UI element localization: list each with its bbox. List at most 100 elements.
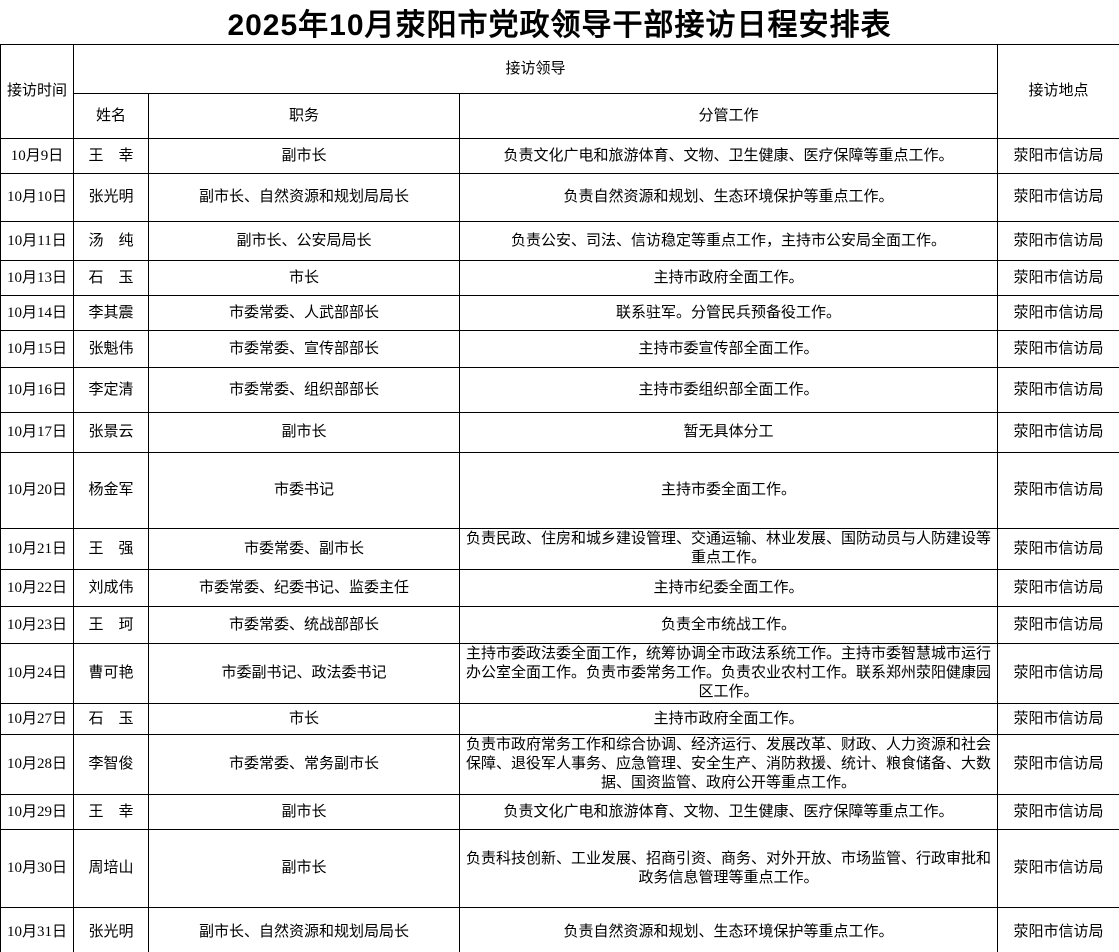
cell-date: 10月24日 <box>0 643 74 704</box>
cell-duties: 主持市委全面工作。 <box>459 452 998 529</box>
cell-location: 荥阳市信访局 <box>997 794 1119 830</box>
cell-location: 荥阳市信访局 <box>997 367 1119 413</box>
cell-duties: 主持市政府全面工作。 <box>459 703 998 735</box>
cell-position: 市委书记 <box>148 452 460 529</box>
table-row: 10月23日王 珂市委常委、统战部部长 负责全市统战工作。 荥阳市信访局 <box>0 606 1119 644</box>
cell-duties: 主持市政府全面工作。 <box>459 260 998 296</box>
table-row: 10月28日 李智俊 市委常委、常务副市长 负责市政府常务工作和综合协调、经济运行、发… <box>0 734 1119 795</box>
cell-location: 荥阳市信访局 <box>997 528 1119 570</box>
cell-date: 10月13日 <box>0 260 74 296</box>
cell-position: 副市长 <box>148 138 460 174</box>
cell-duties: 负责自然资源和规划、生态环境保护等重点工作。 <box>459 173 998 222</box>
header-duties: 分管工作 <box>459 93 998 139</box>
cell-name: 李智俊 <box>73 734 149 795</box>
cell-duties: 联系驻军。分管民兵预备役工作。 <box>459 295 998 331</box>
table-row: 10月16日 李定清 市委常委、组织部部长 主持市委组织部全面工作。 荥阳市信访局 <box>0 367 1119 413</box>
cell-duties: 负责科技创新、工业发展、招商引资、商务、对外开放、市场监管、行政审批和政务信息管… <box>459 829 998 908</box>
cell-position: 市委常委、人武部部长 <box>148 295 460 331</box>
page-title: 2025年10月荥阳市党政领导干部接访日程安排表 <box>227 9 892 42</box>
cell-location: 荥阳市信访局 <box>997 569 1119 607</box>
cell-duties: 主持市纪委全面工作。 <box>459 569 998 607</box>
cell-position: 副市长 <box>148 794 460 830</box>
cell-date: 10月29日 <box>0 794 74 830</box>
header-row-top: 接访时间 接访领导 接访地点 <box>0 44 1119 139</box>
table-header: 接访时间 接访领导 接访地点 姓名 职务 分管工作 <box>0 44 1119 139</box>
cell-duties: 负责文化广电和旅游体育、文物、卫生健康、医疗保障等重点工作。 <box>459 138 998 174</box>
cell-location: 荥阳市信访局 <box>997 260 1119 296</box>
cell-location: 荥阳市信访局 <box>997 452 1119 529</box>
cell-duties: 负责民政、住房和城乡建设管理、交通运输、林业发展、国防动员与人防建设等重点工作。 <box>459 528 998 570</box>
cell-position: 副市长、自然资源和规划局局长 <box>148 907 460 952</box>
cell-location: 荥阳市信访局 <box>997 829 1119 908</box>
cell-date: 10月17日 <box>0 412 74 453</box>
cell-position: 市长 <box>148 703 460 735</box>
cell-location: 荥阳市信访局 <box>997 606 1119 644</box>
table-row: 10月30日 周培山 副市长 负责科技创新、工业发展、招商引资、商务、对外开放、市场监… <box>0 829 1119 908</box>
cell-name: 张光明 <box>73 173 149 222</box>
cell-duties: 主持市委宣传部全面工作。 <box>459 330 998 368</box>
cell-position: 市委常委、统战部部长 <box>148 606 460 644</box>
cell-date: 10月21日 <box>0 528 74 570</box>
cell-name: 石 玉 <box>73 703 149 735</box>
cell-position: 市委常委、宣传部部长 <box>148 330 460 368</box>
cell-name: 曹可艳 <box>73 643 149 704</box>
cell-location: 荥阳市信访局 <box>997 643 1119 704</box>
cell-position: 副市长、自然资源和规划局局长 <box>148 173 460 222</box>
table-row: 10月29日王 幸副市长 负责文化广电和旅游体育、文物、卫生健康、医疗保障等重点工… <box>0 794 1119 830</box>
cell-location: 荥阳市信访局 <box>997 907 1119 952</box>
cell-position: 市委常委、常务副市长 <box>148 734 460 795</box>
cell-location: 荥阳市信访局 <box>997 703 1119 735</box>
table-row: 10月31日 张光明 副市长、自然资源和规划局局长 负责自然资源和规划、生态环境保护等… <box>0 907 1119 952</box>
cell-location: 荥阳市信访局 <box>997 330 1119 368</box>
cell-position: 市委副书记、政法委书记 <box>148 643 460 704</box>
header-row-sub: 姓名 职务 分管工作 <box>1 93 1119 139</box>
cell-name: 李其震 <box>73 295 149 331</box>
cell-position: 副市长 <box>148 412 460 453</box>
table-row: 10月9日王 幸副市长 负责文化广电和旅游体育、文物、卫生健康、医疗保障等重点工作… <box>0 138 1119 174</box>
header-name: 姓名 <box>73 93 149 139</box>
schedule-table-body: 10月9日王 幸副市长 负责文化广电和旅游体育、文物、卫生健康、医疗保障等重点工作… <box>0 138 1119 952</box>
cell-date: 10月22日 <box>0 569 74 607</box>
header-position: 职务 <box>148 93 460 139</box>
cell-date: 10月30日 <box>0 829 74 908</box>
cell-position: 副市长、公安局局长 <box>148 221 460 261</box>
cell-location: 荥阳市信访局 <box>997 734 1119 795</box>
cell-position: 市委常委、副市长 <box>148 528 460 570</box>
cell-duties: 主持市委组织部全面工作。 <box>459 367 998 413</box>
table-row: 10月15日 张魁伟 市委常委、宣传部部长 主持市委宣传部全面工作。 荥阳市信访局 <box>0 330 1119 368</box>
cell-name: 张景云 <box>73 412 149 453</box>
cell-duties: 暂无具体分工 <box>459 412 998 453</box>
header-reception-location: 接访地点 <box>997 44 1119 139</box>
cell-position: 市长 <box>148 260 460 296</box>
table-row: 10月14日 李其震 市委常委、人武部部长 联系驻军。分管民兵预备役工作。 荥阳市信访局 <box>0 295 1119 331</box>
cell-location: 荥阳市信访局 <box>997 138 1119 174</box>
cell-date: 10月27日 <box>0 703 74 735</box>
table-row: 10月21日王 强市委常委、副市长 负责民政、住房和城乡建设管理、交通运输、林业发… <box>0 528 1119 570</box>
table-row: 10月11日汤 纯副市长、公安局局长 负责公安、司法、信访稳定等重点工作，主持市公… <box>0 221 1119 261</box>
cell-location: 荥阳市信访局 <box>997 173 1119 222</box>
cell-duties: 负责市政府常务工作和综合协调、经济运行、发展改革、财政、人力资源和社会保障、退役… <box>459 734 998 795</box>
cell-duties: 主持市委政法委全面工作，统筹协调全市政法系统工作。主持市委智慧城市运行办公室全面… <box>459 643 998 704</box>
cell-duties: 负责文化广电和旅游体育、文物、卫生健康、医疗保障等重点工作。 <box>459 794 998 830</box>
schedule-table: 接访时间 接访领导 接访地点 姓名 职务 分管工作 10月9日王 幸副市长 负责文… <box>0 44 1119 952</box>
cell-location: 荥阳市信访局 <box>997 295 1119 331</box>
cell-date: 10月15日 <box>0 330 74 368</box>
table-row: 10月20日 杨金军 市委书记 主持市委全面工作。 荥阳市信访局 <box>0 452 1119 529</box>
cell-date: 10月31日 <box>0 907 74 952</box>
cell-name: 张光明 <box>73 907 149 952</box>
cell-date: 10月16日 <box>0 367 74 413</box>
table-row: 10月22日 刘成伟 市委常委、纪委书记、监委主任 主持市纪委全面工作。 荥阳市信访局 <box>0 569 1119 607</box>
cell-date: 10月9日 <box>0 138 74 174</box>
table-row: 10月10日 张光明 副市长、自然资源和规划局局长 负责自然资源和规划、生态环境保护等… <box>0 173 1119 222</box>
cell-name: 汤 纯 <box>73 221 149 261</box>
table-row: 10月13日石 玉市长 主持市政府全面工作。 荥阳市信访局 <box>0 260 1119 296</box>
table-row: 10月24日 曹可艳 市委副书记、政法委书记 主持市委政法委全面工作，统筹协调全市政法… <box>0 643 1119 704</box>
cell-position: 副市长 <box>148 829 460 908</box>
cell-name: 杨金军 <box>73 452 149 529</box>
cell-duties: 负责全市统战工作。 <box>459 606 998 644</box>
cell-name: 王 幸 <box>73 794 149 830</box>
cell-name: 王 珂 <box>73 606 149 644</box>
cell-name: 王 幸 <box>73 138 149 174</box>
cell-name: 李定清 <box>73 367 149 413</box>
cell-duties: 负责自然资源和规划、生态环境保护等重点工作。 <box>459 907 998 952</box>
